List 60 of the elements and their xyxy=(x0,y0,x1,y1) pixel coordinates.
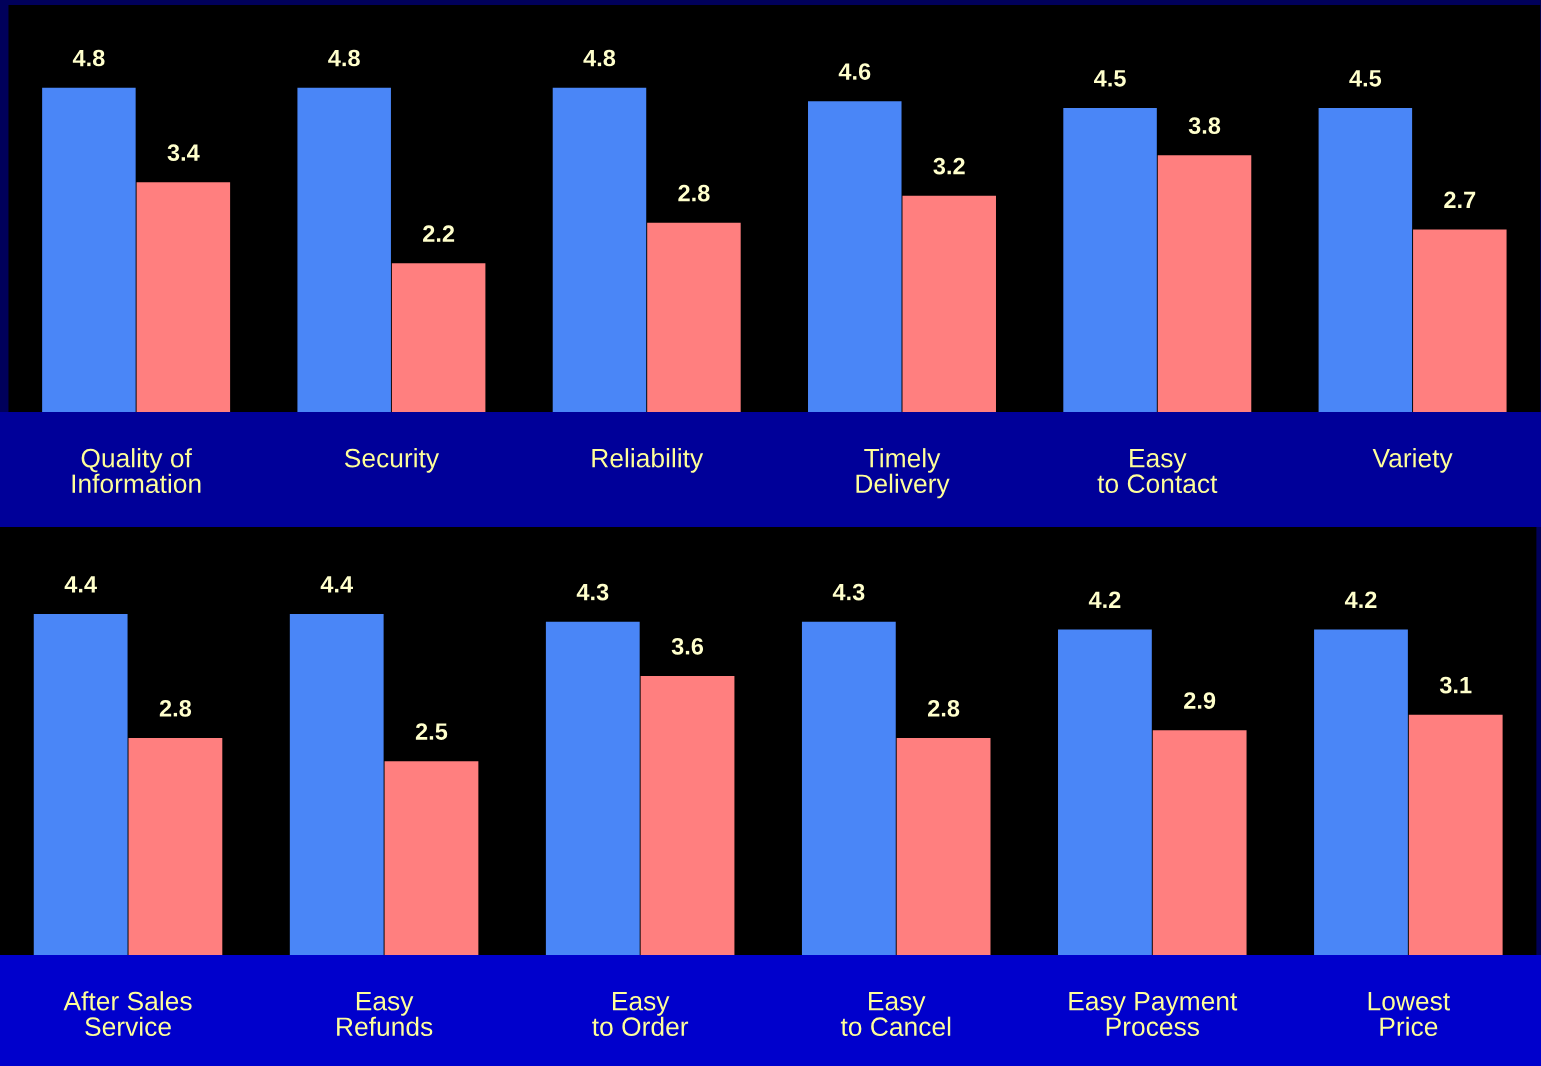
data-label: 3.1 xyxy=(1439,676,1472,694)
bar xyxy=(1152,730,1247,955)
data-label: 4.5 xyxy=(1349,70,1382,87)
x-tick-label: After Sales Service xyxy=(63,991,192,1037)
x-tick-label: Lowest Price xyxy=(1368,992,1450,1037)
bar xyxy=(801,621,896,955)
x-tick-label: Easy to Contact xyxy=(1097,449,1218,494)
bar xyxy=(1063,107,1157,412)
bar xyxy=(1408,714,1503,955)
x-tick-label: Variety xyxy=(1372,448,1453,473)
bar xyxy=(808,101,902,412)
bar xyxy=(289,613,384,955)
data-label: 4.6 xyxy=(838,63,871,80)
data-label: 2.7 xyxy=(1444,191,1476,209)
data-label: 4.3 xyxy=(832,583,865,601)
bar xyxy=(896,737,991,955)
bar xyxy=(552,87,647,412)
data-label: 4.4 xyxy=(64,576,97,593)
data-label: 4.2 xyxy=(1344,591,1377,608)
data-label: 3.6 xyxy=(671,637,704,655)
data-label: 2.5 xyxy=(415,723,448,740)
bar xyxy=(1314,629,1408,955)
bar xyxy=(33,613,128,955)
data-label: 2.8 xyxy=(928,699,960,717)
bar xyxy=(391,263,486,412)
x-tick-label: Security xyxy=(344,448,440,473)
data-label: 2.8 xyxy=(678,184,710,202)
data-label: 4.2 xyxy=(1088,591,1121,608)
bar xyxy=(384,761,479,955)
data-label: 4.8 xyxy=(72,49,105,67)
data-label: 4.4 xyxy=(320,576,354,593)
bar xyxy=(647,222,741,412)
bar xyxy=(136,182,231,412)
x-tick-label: Easy Refunds xyxy=(337,992,433,1037)
x-tick-label: Reliability xyxy=(592,448,704,473)
x-tick-label: Easy Payment Process xyxy=(1069,992,1238,1037)
bar xyxy=(128,737,223,955)
x-tick-label: Easy to Order xyxy=(592,992,689,1037)
bar xyxy=(1318,107,1413,412)
bar xyxy=(1413,229,1507,412)
x-tick-label: Quality of Information xyxy=(72,448,201,494)
bar xyxy=(42,87,136,412)
bar xyxy=(297,87,391,412)
data-label: 2.2 xyxy=(423,225,455,242)
data-label: 3.4 xyxy=(167,144,200,161)
x-tick-label: Timely Delivery xyxy=(856,448,950,499)
data-label: 4.3 xyxy=(576,583,609,601)
bar xyxy=(902,195,996,412)
x-tick-label: Easy to Cancel xyxy=(840,992,951,1037)
bar xyxy=(545,621,640,955)
data-label: 3.8 xyxy=(1188,117,1221,134)
data-label: 4.5 xyxy=(1094,70,1126,87)
bar xyxy=(1058,629,1152,955)
bar xyxy=(640,675,735,955)
bar xyxy=(1157,155,1252,412)
data-label: 4.8 xyxy=(583,49,616,67)
data-label: 2.9 xyxy=(1184,692,1216,709)
data-label: 2.8 xyxy=(159,699,192,717)
data-label: 3.2 xyxy=(933,157,965,175)
data-label: 4.8 xyxy=(328,49,360,67)
